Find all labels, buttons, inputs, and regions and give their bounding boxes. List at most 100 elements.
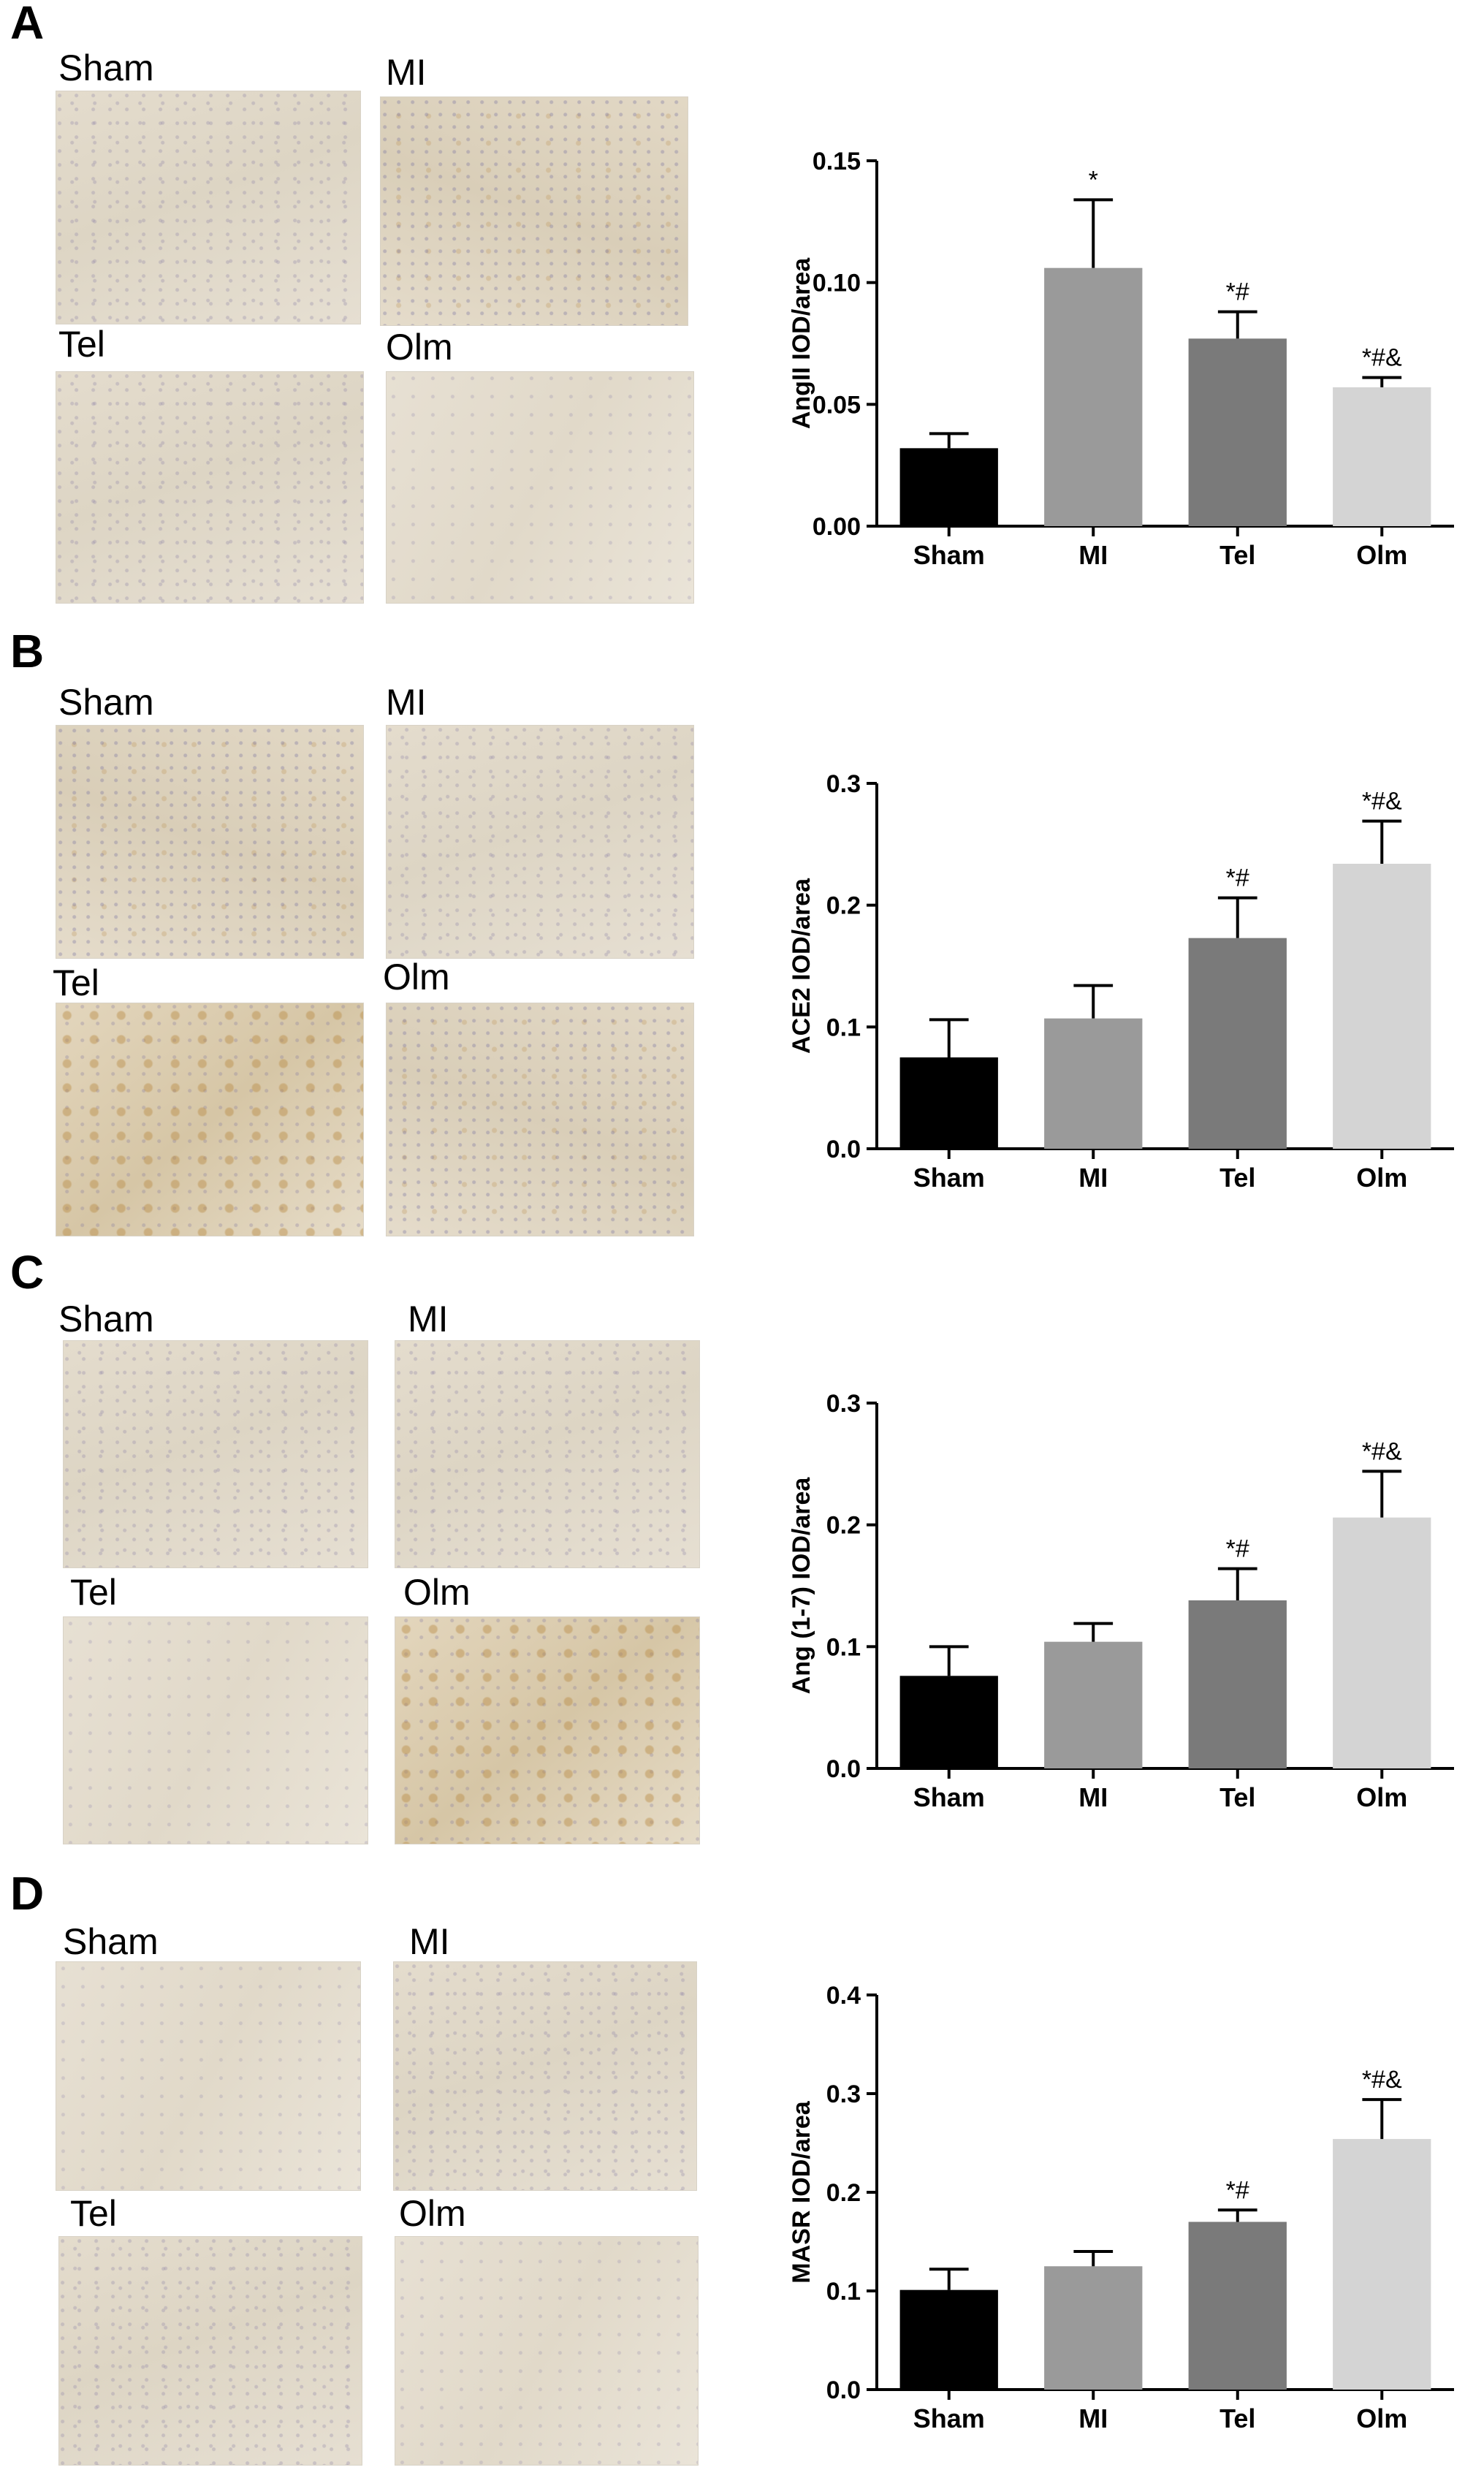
micrograph-label-olm: Olm xyxy=(403,1572,471,1613)
bar-tel xyxy=(1188,1600,1287,1768)
x-tick-label: Sham xyxy=(913,1782,985,1812)
x-tick-label: Tel xyxy=(1219,540,1255,570)
x-tick-label: Tel xyxy=(1219,2403,1255,2433)
micrograph-mi xyxy=(393,1961,697,2191)
micrograph-label-tel: Tel xyxy=(70,2193,117,2234)
bar-tel xyxy=(1188,938,1287,1149)
micrograph-label-sham: Sham xyxy=(58,682,154,723)
bar-chart-d: 0.0 0.1 0.2 0.3 0.4 MASR IOD/area Sham MI Tel *# O… xyxy=(789,1982,1454,2433)
micrograph-mi xyxy=(386,725,694,959)
bar-sham xyxy=(899,1057,998,1149)
significance-annotation: *#& xyxy=(1362,2066,1402,2094)
significance-annotation: * xyxy=(1089,166,1098,194)
micrograph-tel xyxy=(63,1616,368,1844)
x-tick-label: Olm xyxy=(1356,1163,1407,1193)
micrograph-label-sham: Sham xyxy=(63,1921,159,1962)
significance-annotation: *#& xyxy=(1362,788,1402,816)
micrograph-label-sham: Sham xyxy=(58,47,154,88)
x-tick-label: Sham xyxy=(913,1163,985,1193)
y-tick-label: 0.00 xyxy=(813,513,861,541)
y-axis-label: AngII IOD/area xyxy=(789,257,815,429)
micrograph-mi xyxy=(380,96,688,326)
micrograph-tel xyxy=(56,1003,364,1236)
panel-a: A Sham MI Tel Olm 0.00 0.05 0.10 0.15 AngII … xyxy=(0,0,1484,614)
micrograph-mi xyxy=(395,1340,700,1568)
x-tick-label: Sham xyxy=(913,2403,985,2433)
micrograph-label-sham: Sham xyxy=(58,1299,154,1339)
panel-letter: B xyxy=(10,625,45,677)
bar-chart-c: 0.0 0.1 0.2 0.3 Ang (1-7) IOD/area Sham MI Tel *… xyxy=(789,1390,1454,1812)
micrograph-olm xyxy=(386,1003,694,1236)
micrograph-label-tel: Tel xyxy=(70,1572,117,1613)
panel-letter: C xyxy=(10,1246,45,1299)
panel-d: D Sham MI Tel Olm 0.0 0.1 0.2 0.3 0.4 MASR IO… xyxy=(0,1867,1484,2478)
y-axis-label: Ang (1-7) IOD/area xyxy=(789,1477,815,1695)
y-tick-label: 0.0 xyxy=(826,1136,861,1163)
y-axis-label: MASR IOD/area xyxy=(789,2100,815,2283)
micrograph-sham xyxy=(56,91,361,324)
y-tick-label: 0.3 xyxy=(826,2080,861,2108)
micrograph-label-olm: Olm xyxy=(383,957,450,997)
y-tick-label: 0.15 xyxy=(813,148,861,175)
micrograph-olm xyxy=(395,1616,700,1844)
y-tick-label: 0.05 xyxy=(813,391,861,419)
micrograph-tel xyxy=(56,371,364,604)
significance-annotation: *#& xyxy=(1362,344,1402,372)
x-tick-label: Tel xyxy=(1219,1782,1255,1812)
bar-sham xyxy=(899,2289,998,2390)
significance-annotation: *# xyxy=(1226,864,1249,892)
bar-tel xyxy=(1188,338,1287,526)
x-tick-label: MI xyxy=(1078,2403,1108,2433)
micrograph-sham xyxy=(63,1340,368,1568)
x-tick-label: Olm xyxy=(1356,1782,1407,1812)
micrograph-label-mi: MI xyxy=(386,52,427,93)
y-tick-label: 0.3 xyxy=(826,1390,861,1418)
y-tick-label: 0.1 xyxy=(826,2278,861,2306)
significance-annotation: *# xyxy=(1226,278,1249,306)
x-tick-label: Sham xyxy=(913,540,985,570)
significance-annotation: *# xyxy=(1226,2176,1249,2204)
bar-olm xyxy=(1333,1517,1431,1768)
micrograph-sham xyxy=(56,1961,361,2191)
micrograph-label-mi: MI xyxy=(386,682,427,723)
micrograph-sham xyxy=(56,725,364,959)
bar-chart-b: 0.0 0.1 0.2 0.3 ACE2 IOD/area Sham MI Tel *# Olm *… xyxy=(789,770,1454,1193)
y-tick-label: 0.4 xyxy=(826,1982,861,2010)
y-tick-label: 0.1 xyxy=(826,1014,861,1041)
bar-mi xyxy=(1044,267,1143,526)
y-tick-label: 0.2 xyxy=(826,1512,861,1540)
bar-olm xyxy=(1333,864,1431,1149)
bar-tel xyxy=(1188,2222,1287,2390)
micrograph-label-mi: MI xyxy=(408,1299,449,1339)
x-tick-label: Tel xyxy=(1219,1163,1255,1193)
y-axis-label: ACE2 IOD/area xyxy=(789,878,815,1054)
panel-b: B Sham MI Tel Olm 0.0 0.1 0.2 0.3 ACE2 IOD/a… xyxy=(0,625,1484,1242)
micrograph-label-olm: Olm xyxy=(386,327,453,368)
micrograph-label-tel: Tel xyxy=(53,962,99,1003)
y-tick-label: 0.0 xyxy=(826,2376,861,2404)
x-tick-label: MI xyxy=(1078,1163,1108,1193)
micrograph-olm xyxy=(386,371,694,604)
y-tick-label: 0.3 xyxy=(826,770,861,798)
bar-mi xyxy=(1044,1641,1143,1768)
micrograph-label-tel: Tel xyxy=(58,324,105,365)
y-tick-label: 0.1 xyxy=(826,1633,861,1661)
y-tick-label: 0.2 xyxy=(826,892,861,920)
panel-c: C Sham MI Tel Olm 0.0 0.1 0.2 0.3 Ang (1-7) … xyxy=(0,1246,1484,1863)
y-tick-label: 0.2 xyxy=(826,2179,861,2207)
x-tick-label: Olm xyxy=(1356,2403,1407,2433)
significance-annotation: *# xyxy=(1226,1535,1249,1563)
bar-olm xyxy=(1333,2139,1431,2390)
y-tick-label: 0.10 xyxy=(813,270,861,297)
bar-mi xyxy=(1044,2266,1143,2390)
y-tick-label: 0.0 xyxy=(826,1755,861,1783)
bar-sham xyxy=(899,448,998,526)
bar-mi xyxy=(1044,1018,1143,1149)
bar-sham xyxy=(899,1676,998,1768)
micrograph-olm xyxy=(395,2236,699,2466)
panel-letter: A xyxy=(10,0,45,49)
x-tick-label: Olm xyxy=(1356,540,1407,570)
significance-annotation: *#& xyxy=(1362,1437,1402,1465)
x-tick-label: MI xyxy=(1078,540,1108,570)
panel-letter: D xyxy=(10,1867,45,1920)
